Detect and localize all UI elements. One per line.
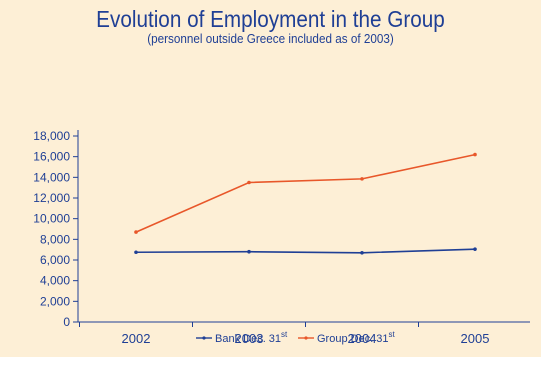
data-point-group [360, 177, 364, 181]
legend-marker-bank [202, 336, 206, 340]
y-tick-label: 14,000 [33, 170, 70, 184]
x-tick-label: 2004 [348, 331, 377, 346]
series-line-bank [135, 248, 476, 254]
series-line-group [135, 153, 476, 233]
legend-superscript: st [281, 330, 288, 339]
y-tick-label: 16,000 [33, 150, 70, 164]
y-tick-label: 10,000 [33, 212, 70, 226]
data-point-bank [247, 249, 251, 254]
legend-superscript: st [389, 330, 396, 339]
chart-title: Evolution of Employment in the Group [96, 6, 445, 32]
legend-marker-group [304, 336, 308, 340]
chart-frame: Evolution of Employment in the Group (pe… [0, 0, 541, 357]
y-tick-label: 2,000 [40, 294, 70, 308]
data-point-bank [360, 250, 364, 255]
data-point-bank [473, 247, 477, 251]
data-point-group [473, 152, 477, 157]
legend-label-bank: Bank Dec. 31st [215, 330, 288, 345]
y-tick-label: 12,000 [33, 191, 70, 205]
line-chart: 0 2,000 4,000 6,000 8,000 10,000 12,000 14,000 1… [33, 129, 530, 346]
data-point-group [134, 230, 138, 234]
data-point-bank [134, 250, 138, 255]
y-tick-label: 8,000 [40, 232, 70, 246]
y-tick-label: 0 [63, 315, 70, 329]
x-tick-label: 2005 [461, 331, 490, 346]
legend-label-group: Group Dec. 31st [317, 330, 396, 345]
chart-subtitle: (personnel outside Greece included as of… [147, 31, 394, 46]
data-point-group [247, 180, 251, 185]
y-tick-label: 18,000 [33, 129, 70, 143]
y-tick-label: 6,000 [40, 253, 70, 267]
x-tick-label: 2002 [122, 331, 151, 346]
x-tick-label: 2003 [235, 331, 264, 346]
y-tick-label: 4,000 [40, 274, 70, 288]
title-block: Evolution of Employment in the Group (pe… [0, 6, 541, 46]
